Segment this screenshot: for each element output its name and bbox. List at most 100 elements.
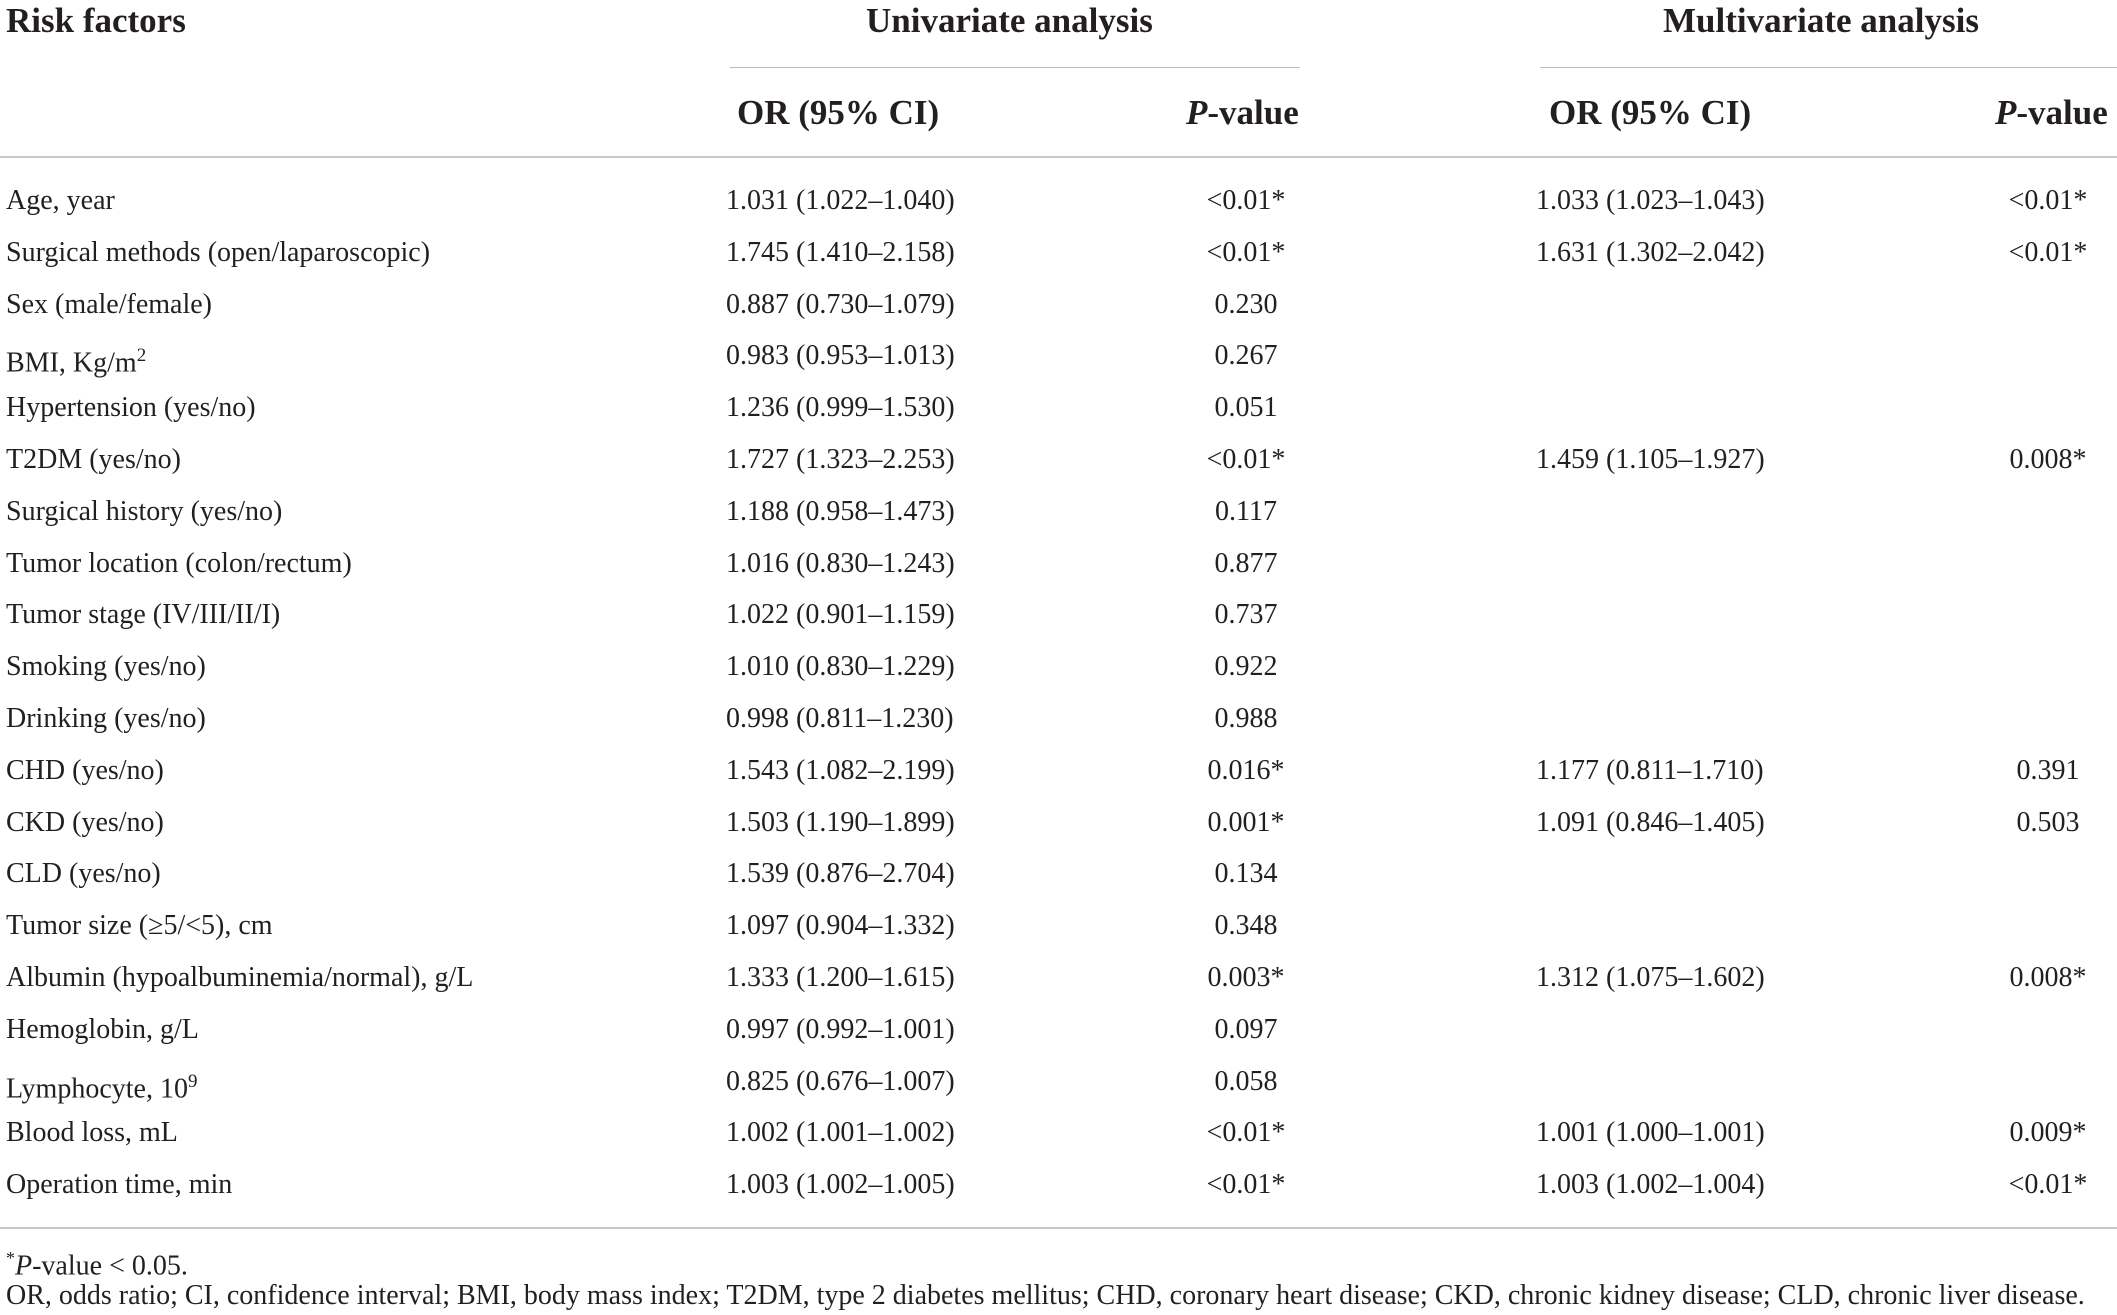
risk-factor-cell: Tumor stage (IV/III/II/I) (6, 598, 280, 632)
p-multivariate-cell: <0.01* (2008, 185, 2088, 216)
univariate-group-rule (730, 67, 1300, 68)
p-univariate-cell: 0.267 (1214, 340, 1278, 371)
risk-factor-cell: CLD (yes/no) (6, 857, 161, 891)
risk-factor-cell: Blood loss, mL (6, 1116, 178, 1150)
risk-factor-text: Tumor size (≥5/<5), cm (6, 910, 273, 941)
superscript: 2 (136, 345, 147, 366)
risk-factor-text: Surgical history (yes/no) (6, 496, 283, 527)
risk-factor-cell: Operation time, min (6, 1168, 232, 1202)
risk-factor-cell: Hypertension (yes/no) (6, 391, 256, 425)
superscript: 9 (187, 1071, 198, 1092)
p-multivariate-cell: <0.01* (2008, 1169, 2088, 1200)
p-univariate-cell: 0.348 (1214, 910, 1278, 941)
risk-factor-text: T2DM (yes/no) (6, 444, 181, 475)
p-suffix: -value (2016, 93, 2108, 132)
risk-factor-text: BMI, Kg/m (6, 347, 137, 379)
footnote-p: P (15, 1250, 33, 1282)
risk-factor-cell: Albumin (hypoalbuminemia/normal), g/L (6, 961, 473, 995)
risk-factor-cell: Sex (male/female) (6, 288, 212, 322)
risk-factor-cell: Hemoglobin, g/L (6, 1013, 199, 1047)
risk-factor-text: Tumor stage (IV/III/II/I) (6, 599, 281, 630)
or-univariate-cell: 0.997 (0.992–1.001) (726, 1014, 955, 1045)
header-p-value-multivariate: P-value (1995, 92, 2108, 134)
or-univariate-cell: 1.188 (0.958–1.473) (726, 496, 955, 527)
risk-factor-cell: Tumor location (colon/rectum) (6, 547, 352, 581)
or-univariate-cell: 0.887 (0.730–1.079) (726, 289, 955, 320)
p-univariate-cell: <0.01* (1206, 444, 1286, 475)
p-univariate-cell: <0.01* (1206, 185, 1286, 216)
header-risk-factors: Risk factors (6, 1, 186, 40)
risk-factor-cell: Surgical history (yes/no) (6, 495, 282, 529)
p-univariate-cell: 0.016* (1207, 755, 1285, 786)
or-univariate-cell: 1.503 (1.190–1.899) (726, 807, 955, 838)
or-univariate-cell: 1.745 (1.410–2.158) (726, 237, 955, 268)
or-multivariate-cell: 1.177 (0.811–1.710) (1536, 755, 1764, 786)
risk-factor-text: CHD (yes/no) (6, 755, 164, 786)
p-univariate-cell: 0.097 (1214, 1014, 1278, 1045)
risk-factor-cell: Smoking (yes/no) (6, 650, 206, 684)
header-p-value-univariate: P-value (1186, 92, 1299, 134)
footnote-p-rest: -value < 0.05. (32, 1250, 188, 1282)
p-univariate-cell: 0.877 (1214, 548, 1278, 579)
p-univariate-cell: 0.117 (1215, 496, 1277, 527)
p-univariate-cell: 0.051 (1214, 392, 1278, 423)
p-univariate-cell: 0.134 (1214, 858, 1278, 889)
or-multivariate-cell: 1.459 (1.105–1.927) (1536, 444, 1765, 475)
risk-factor-text: Smoking (yes/no) (6, 651, 206, 682)
p-univariate-cell: <0.01* (1206, 237, 1286, 268)
p-italic: P (1995, 93, 2017, 132)
p-univariate-cell: 0.058 (1214, 1066, 1278, 1097)
risk-factor-cell: Drinking (yes/no) (6, 702, 206, 736)
risk-factor-text: CKD (yes/no) (6, 807, 164, 838)
p-multivariate-cell: 0.503 (2016, 807, 2080, 838)
risk-factor-text: Tumor location (colon/rectum) (6, 548, 352, 579)
or-multivariate-cell: 1.001 (1.000–1.001) (1536, 1117, 1765, 1148)
risk-factor-cell: Surgical methods (open/laparoscopic) (6, 236, 430, 270)
footnote-significance: *P-value < 0.05. (6, 1241, 188, 1283)
risk-factor-text: Age, year (6, 185, 115, 216)
footnote-abbreviations: OR, odds ratio; CI, confidence interval;… (6, 1280, 2085, 1311)
p-univariate-cell: <0.01* (1206, 1169, 1286, 1200)
or-univariate-cell: 1.333 (1.200–1.615) (726, 962, 955, 993)
header-bottom-rule (0, 156, 2117, 158)
or-univariate-cell: 1.002 (1.001–1.002) (726, 1117, 955, 1148)
p-multivariate-cell: 0.009* (2009, 1117, 2087, 1148)
p-multivariate-cell: 0.008* (2009, 962, 2087, 993)
footnote-star: * (6, 1248, 15, 1268)
risk-factor-cell: BMI, Kg/m2 (6, 339, 146, 380)
risk-factor-text: Hemoglobin, g/L (6, 1014, 199, 1045)
header-univariate-analysis: Univariate analysis (866, 1, 1153, 40)
or-multivariate-cell: 1.091 (0.846–1.405) (1536, 807, 1765, 838)
risk-factor-text: Hypertension (yes/no) (6, 392, 256, 423)
or-univariate-cell: 1.236 (0.999–1.530) (726, 392, 955, 423)
or-univariate-cell: 0.983 (0.953–1.013) (726, 340, 955, 371)
or-univariate-cell: 1.016 (0.830–1.243) (726, 548, 955, 579)
p-italic: P (1186, 93, 1208, 132)
or-multivariate-cell: 1.631 (1.302–2.042) (1536, 237, 1765, 268)
p-univariate-cell: 0.737 (1214, 599, 1278, 630)
p-univariate-cell: 0.922 (1214, 651, 1278, 682)
risk-factor-text: Drinking (yes/no) (6, 703, 206, 734)
risk-factor-text: Surgical methods (open/laparoscopic) (6, 237, 431, 268)
p-multivariate-cell: <0.01* (2008, 237, 2088, 268)
header-or-ci-univariate: OR (95% CI) (737, 93, 940, 132)
table-bottom-rule (0, 1227, 2117, 1229)
risk-factor-text: CLD (yes/no) (6, 858, 161, 889)
risk-factor-cell: CHD (yes/no) (6, 754, 164, 788)
p-multivariate-cell: 0.391 (2016, 755, 2080, 786)
p-multivariate-cell: 0.008* (2009, 444, 2087, 475)
risk-factor-cell: T2DM (yes/no) (6, 443, 181, 477)
risk-factor-text: Lymphocyte, 10 (6, 1073, 188, 1105)
p-univariate-cell: 0.001* (1207, 807, 1285, 838)
or-univariate-cell: 0.998 (0.811–1.230) (726, 703, 954, 734)
or-univariate-cell: 1.539 (0.876–2.704) (726, 858, 955, 889)
or-multivariate-cell: 1.003 (1.002–1.004) (1536, 1169, 1765, 1200)
or-univariate-cell: 1.022 (0.901–1.159) (726, 599, 955, 630)
p-univariate-cell: 0.003* (1207, 962, 1285, 993)
risk-factor-text: Sex (male/female) (6, 289, 213, 320)
risk-factor-text: Operation time, min (6, 1169, 233, 1200)
or-univariate-cell: 1.543 (1.082–2.199) (726, 755, 955, 786)
or-univariate-cell: 0.825 (0.676–1.007) (726, 1066, 955, 1097)
risk-factor-cell: Tumor size (≥5/<5), cm (6, 909, 273, 943)
risk-factor-cell: Age, year (6, 184, 115, 218)
